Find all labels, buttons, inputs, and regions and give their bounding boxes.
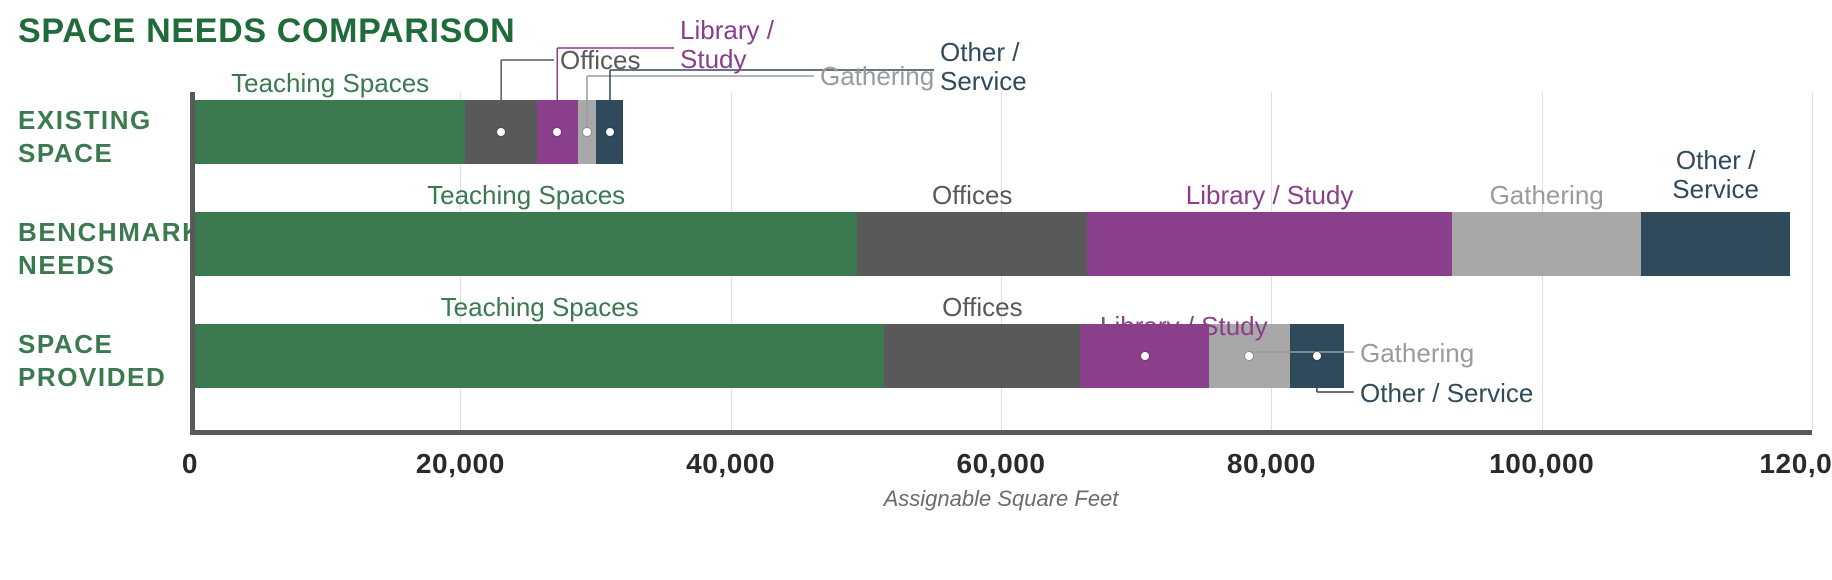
seg-benchmark-teaching (195, 212, 857, 276)
seg-label-existing-other: Other /Service (940, 38, 1027, 95)
gridline (1812, 92, 1813, 430)
seg-label-benchmark-gathering: Gathering (1490, 180, 1604, 211)
seg-benchmark-offices (857, 212, 1087, 276)
x-tick-label: 100,000 (1489, 448, 1594, 480)
seg-benchmark-other (1641, 212, 1790, 276)
callout-dot (553, 128, 561, 136)
seg-label-existing-gathering: Gathering (820, 62, 934, 91)
callout-dot (1313, 352, 1321, 360)
seg-label-provided-teaching: Teaching Spaces (441, 292, 639, 323)
seg-benchmark-library (1087, 212, 1452, 276)
seg-label-provided-other: Other / Service (1360, 378, 1533, 409)
x-tick-label: 120,000 (1759, 448, 1832, 480)
seg-label-benchmark-teaching: Teaching Spaces (427, 180, 625, 211)
seg-label-existing-teaching: Teaching Spaces (231, 68, 429, 99)
seg-label-benchmark-other: Other /Service (1672, 146, 1759, 203)
seg-label-provided-gathering: Gathering (1360, 338, 1474, 369)
seg-label-provided-library: Library / Study (1100, 312, 1268, 341)
callout-dot (1141, 352, 1149, 360)
seg-label-existing-offices: Offices (560, 46, 640, 75)
seg-label-benchmark-offices: Offices (932, 180, 1012, 211)
chart-area (190, 92, 1812, 430)
row-label-provided: SPACEPROVIDED (18, 328, 166, 393)
seg-existing-teaching (195, 100, 465, 164)
x-tick-label: 80,000 (1227, 448, 1316, 480)
seg-provided-teaching (195, 324, 884, 388)
callout-dot (583, 128, 591, 136)
callout-dot (497, 128, 505, 136)
seg-label-provided-offices: Offices (942, 292, 1022, 323)
x-axis (190, 430, 1812, 435)
seg-benchmark-gathering (1452, 212, 1641, 276)
x-tick-label: 0 (182, 448, 198, 480)
chart-title: SPACE NEEDS COMPARISON (18, 12, 515, 51)
x-tick-label: 40,000 (686, 448, 775, 480)
x-tick-label: 20,000 (416, 448, 505, 480)
callout-dot (606, 128, 614, 136)
x-axis-title: Assignable Square Feet (884, 486, 1119, 512)
x-tick-label: 60,000 (956, 448, 1045, 480)
seg-label-benchmark-library: Library / Study (1186, 180, 1354, 211)
callout-dot (1245, 352, 1253, 360)
row-label-existing: EXISTINGSPACE (18, 104, 152, 169)
seg-label-existing-library: Library /Study (680, 16, 774, 73)
seg-provided-offices (884, 324, 1080, 388)
